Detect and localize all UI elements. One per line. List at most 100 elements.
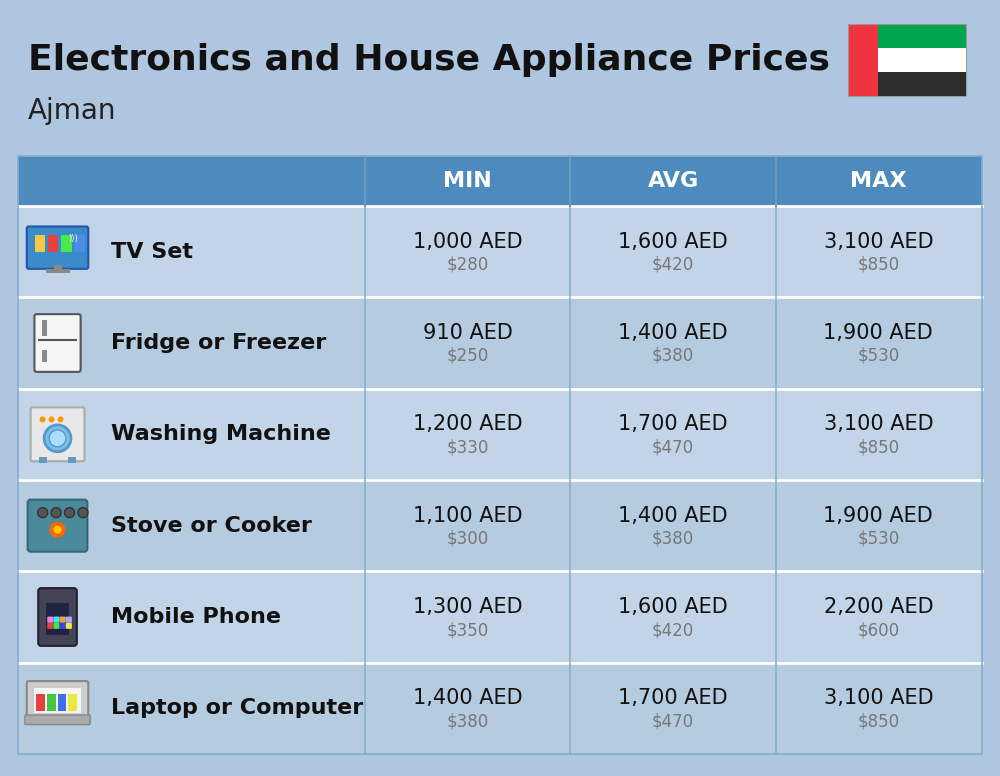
Circle shape xyxy=(54,525,62,534)
Text: $530: $530 xyxy=(857,530,899,548)
FancyBboxPatch shape xyxy=(66,617,72,622)
Text: Electronics and House Appliance Prices: Electronics and House Appliance Prices xyxy=(28,43,830,77)
Text: Laptop or Computer: Laptop or Computer xyxy=(111,698,363,719)
FancyBboxPatch shape xyxy=(60,617,66,622)
Text: MIN: MIN xyxy=(443,171,492,191)
FancyBboxPatch shape xyxy=(27,227,88,268)
Text: 1,100 AED: 1,100 AED xyxy=(413,506,523,525)
Text: 1,700 AED: 1,700 AED xyxy=(618,688,728,708)
Bar xyxy=(848,24,878,96)
Text: 1,400 AED: 1,400 AED xyxy=(618,323,728,343)
Text: 1,900 AED: 1,900 AED xyxy=(823,506,933,525)
FancyBboxPatch shape xyxy=(25,715,90,725)
Text: Mobile Phone: Mobile Phone xyxy=(111,607,281,627)
Circle shape xyxy=(65,508,75,518)
Text: $850: $850 xyxy=(857,255,899,274)
Bar xyxy=(46,603,69,635)
Text: $380: $380 xyxy=(652,347,694,365)
Circle shape xyxy=(40,417,46,422)
Bar xyxy=(878,24,966,48)
Bar xyxy=(18,297,982,389)
FancyBboxPatch shape xyxy=(53,617,60,622)
FancyBboxPatch shape xyxy=(60,622,66,629)
Bar xyxy=(42,350,47,362)
Bar xyxy=(18,206,982,297)
FancyBboxPatch shape xyxy=(47,617,53,622)
FancyBboxPatch shape xyxy=(28,500,87,552)
Text: AVG: AVG xyxy=(647,171,699,191)
Bar xyxy=(35,235,45,252)
Bar xyxy=(848,24,966,96)
Bar xyxy=(58,694,66,711)
FancyBboxPatch shape xyxy=(53,622,60,629)
Circle shape xyxy=(50,521,66,538)
Bar xyxy=(36,694,45,711)
Text: 1,400 AED: 1,400 AED xyxy=(618,506,728,525)
Bar xyxy=(39,457,47,463)
Text: $420: $420 xyxy=(652,621,694,639)
Text: 1,600 AED: 1,600 AED xyxy=(618,232,728,251)
FancyBboxPatch shape xyxy=(31,407,84,461)
Text: $280: $280 xyxy=(447,255,489,274)
Bar xyxy=(18,663,982,754)
FancyBboxPatch shape xyxy=(38,588,77,646)
Text: $350: $350 xyxy=(447,621,489,639)
Bar xyxy=(75,235,85,252)
Text: 3,100 AED: 3,100 AED xyxy=(824,414,933,435)
Text: MAX: MAX xyxy=(850,171,907,191)
Bar xyxy=(68,694,77,711)
Circle shape xyxy=(58,417,64,422)
Text: 1,300 AED: 1,300 AED xyxy=(413,597,523,617)
Text: Fridge or Freezer: Fridge or Freezer xyxy=(111,333,326,353)
Circle shape xyxy=(78,508,88,518)
Text: $380: $380 xyxy=(447,712,489,730)
Text: $380: $380 xyxy=(652,530,694,548)
Circle shape xyxy=(44,425,71,452)
Circle shape xyxy=(49,430,66,447)
Text: $850: $850 xyxy=(857,712,899,730)
Text: 2,200 AED: 2,200 AED xyxy=(824,597,933,617)
Bar xyxy=(18,571,982,663)
Text: TV Set: TV Set xyxy=(111,241,193,262)
Text: 1,900 AED: 1,900 AED xyxy=(823,323,933,343)
Text: $470: $470 xyxy=(652,712,694,730)
Bar xyxy=(68,457,76,463)
Text: $850: $850 xyxy=(857,438,899,456)
Bar xyxy=(18,389,982,480)
Bar xyxy=(42,320,47,336)
Text: 1,200 AED: 1,200 AED xyxy=(413,414,523,435)
Text: Washing Machine: Washing Machine xyxy=(111,424,331,445)
Text: $300: $300 xyxy=(447,530,489,548)
Text: $330: $330 xyxy=(447,438,489,456)
Text: 3,100 AED: 3,100 AED xyxy=(824,232,933,251)
FancyBboxPatch shape xyxy=(47,622,53,629)
Bar xyxy=(34,688,81,712)
Text: ))): ))) xyxy=(69,234,78,244)
Bar xyxy=(61,235,72,252)
Bar xyxy=(18,156,982,206)
Bar xyxy=(54,265,62,271)
Circle shape xyxy=(49,417,55,422)
Text: Stove or Cooker: Stove or Cooker xyxy=(111,516,312,535)
FancyBboxPatch shape xyxy=(34,314,81,372)
Text: Ajman: Ajman xyxy=(28,97,116,125)
Bar xyxy=(47,694,56,711)
Text: $600: $600 xyxy=(857,621,899,639)
Circle shape xyxy=(51,508,61,518)
Text: 910 AED: 910 AED xyxy=(423,323,513,343)
Text: 1,000 AED: 1,000 AED xyxy=(413,232,523,251)
Circle shape xyxy=(38,508,48,518)
Text: 1,400 AED: 1,400 AED xyxy=(413,688,523,708)
Bar xyxy=(18,480,982,571)
Bar xyxy=(878,48,966,72)
Bar xyxy=(46,268,70,273)
Bar xyxy=(48,235,58,252)
Text: $420: $420 xyxy=(652,255,694,274)
FancyBboxPatch shape xyxy=(66,622,72,629)
Text: $250: $250 xyxy=(447,347,489,365)
Text: $470: $470 xyxy=(652,438,694,456)
Text: 1,700 AED: 1,700 AED xyxy=(618,414,728,435)
Bar xyxy=(18,156,982,754)
Text: 1,600 AED: 1,600 AED xyxy=(618,597,728,617)
Text: 3,100 AED: 3,100 AED xyxy=(824,688,933,708)
